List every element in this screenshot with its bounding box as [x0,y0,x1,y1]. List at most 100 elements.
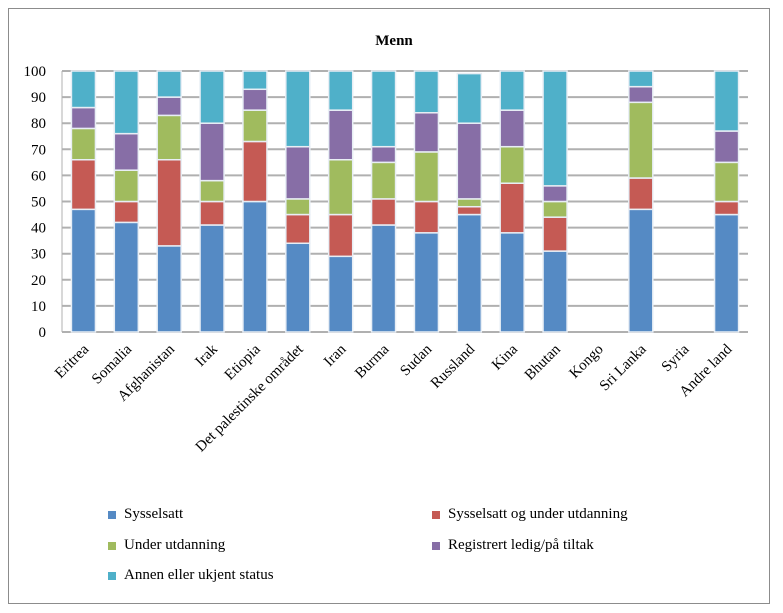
bar-segment-sysselsatt [156,245,182,333]
bar-segment-annen-eller-ukjent-status [370,70,397,148]
bar-segment-sysselsatt-og-under-utdanning [327,213,354,258]
bar-segment-registrert-ledig-p-tiltak [628,85,654,104]
bar-segment-sysselsatt [499,232,525,333]
bar-segment-under-utdanning [542,200,568,218]
bar-segment-registrert-ledig-p-tiltak [713,130,740,164]
bar-segment-under-utdanning [456,198,483,208]
legend-swatch [108,541,116,550]
bar-segment-sysselsatt [285,242,311,333]
legend-swatch [108,571,116,580]
bar-segment-sysselsatt-og-under-utdanning [285,213,311,245]
y-tick-label: 90 [31,90,46,106]
x-tick-label: Syria [659,341,693,375]
bar-segment-annen-eller-ukjent-status [413,70,440,114]
x-tick-label: Bhutan [522,341,564,383]
legend-label: Registrert ledig/på tiltak [448,537,594,553]
bar-segment-registrert-ledig-p-tiltak [499,109,525,148]
bar-segment-sysselsatt [113,221,140,333]
bar-segment-registrert-ledig-p-tiltak [156,96,182,117]
legend-label: Sysselsatt og under utdanning [448,506,628,522]
bar-segment-sysselsatt-og-under-utdanning [113,200,140,224]
bar-segment-sysselsatt [327,255,354,333]
bar-segment-annen-eller-ukjent-status [456,72,483,124]
legend-item: Sysselsatt [108,506,183,523]
bar-segment-sysselsatt [713,213,740,333]
x-tick-label: Eritrea [52,341,92,381]
bar-segment-under-utdanning [370,161,397,200]
y-tick-label: 70 [31,142,46,158]
bar-segment-under-utdanning [156,114,182,161]
bar-segment-annen-eller-ukjent-status [713,70,740,132]
x-tick-label: Burma [352,341,392,381]
chart-title: Menn [375,33,413,49]
legend-item: Registrert ledig/på tiltak [432,537,594,554]
bar-segment-annen-eller-ukjent-status [542,70,568,187]
bar-segment-sysselsatt-og-under-utdanning [713,200,740,216]
legend-label: Annen eller ukjent status [124,567,274,583]
legend-item: Annen eller ukjent status [108,567,274,584]
bar-segment-registrert-ledig-p-tiltak [113,132,140,171]
bar-segment-registrert-ledig-p-tiltak [542,185,568,203]
y-tick-label: 20 [31,273,46,289]
legend-item: Under utdanning [108,537,225,554]
bar-segment-under-utdanning [413,151,440,203]
bar-segment-registrert-ledig-p-tiltak [242,88,268,111]
y-tick-label: 0 [39,325,47,341]
bar-segment-annen-eller-ukjent-status [499,70,525,111]
bar-segment-sysselsatt [413,232,440,333]
bar-segment-under-utdanning [327,158,354,216]
bar-segment-registrert-ledig-p-tiltak [456,122,483,200]
legend-swatch [432,541,440,550]
y-tick-label: 80 [31,116,46,132]
bar-segment-under-utdanning [113,169,140,203]
bar-segment-annen-eller-ukjent-status [242,70,268,91]
chart-frame [8,8,770,604]
bar-segment-sysselsatt-og-under-utdanning [156,158,182,247]
bar-segment-sysselsatt [70,208,97,333]
bar-segment-under-utdanning [285,198,311,216]
bar-segment-sysselsatt [370,224,397,333]
bar-segment-under-utdanning [499,145,525,184]
y-tick-label: 50 [31,195,46,211]
y-tick-label: 10 [31,299,46,315]
y-tick-label: 60 [31,168,46,184]
bar-segment-under-utdanning [713,161,740,203]
y-tick-label: 40 [31,221,46,237]
legend-label: Under utdanning [124,537,226,553]
y-tick-label: 30 [31,247,46,263]
bar-segment-under-utdanning [242,109,268,143]
bar-segment-sysselsatt-og-under-utdanning [370,198,397,226]
bar-segment-sysselsatt-og-under-utdanning [456,205,483,216]
y-tick-label: 100 [24,64,47,80]
x-tick-label: Russland [428,341,479,392]
bar-segment-sysselsatt-og-under-utdanning [70,158,97,211]
bar-segment-sysselsatt [199,224,225,333]
bar-segment-registrert-ledig-p-tiltak [285,145,311,200]
bar-segment-sysselsatt [542,250,568,333]
legend-swatch [432,510,440,519]
x-tick-label: Etiopia [222,341,264,383]
bar-segment-annen-eller-ukjent-status [628,70,654,88]
x-tick-label: Irak [192,341,221,370]
bar-segment-sysselsatt-og-under-utdanning [542,216,568,252]
bar-segment-annen-eller-ukjent-status [285,70,311,148]
legend-swatch [108,510,116,519]
bar-segment-annen-eller-ukjent-status [156,70,182,98]
bar-segment-annen-eller-ukjent-status [199,70,225,124]
bar-segment-sysselsatt-og-under-utdanning [242,140,268,203]
x-tick-label: Kongo [567,342,607,382]
bar-segment-sysselsatt-og-under-utdanning [628,177,654,211]
legend-label: Sysselsatt [124,506,184,522]
bar-segment-sysselsatt [628,208,654,333]
bar-segment-sysselsatt [242,200,268,333]
bar-segment-sysselsatt [456,213,483,333]
bar-segment-under-utdanning [70,127,97,161]
x-tick-label: Iran [321,341,350,370]
bar-segment-registrert-ledig-p-tiltak [413,112,440,153]
bar-segment-sysselsatt-og-under-utdanning [499,182,525,234]
x-tick-label: Sudan [397,341,435,379]
legend-item: Sysselsatt og under utdanning [432,506,628,523]
x-tick-label: Sri Lanka [597,341,650,394]
bar-segment-annen-eller-ukjent-status [327,70,354,111]
bar-segment-sysselsatt-og-under-utdanning [199,200,225,226]
